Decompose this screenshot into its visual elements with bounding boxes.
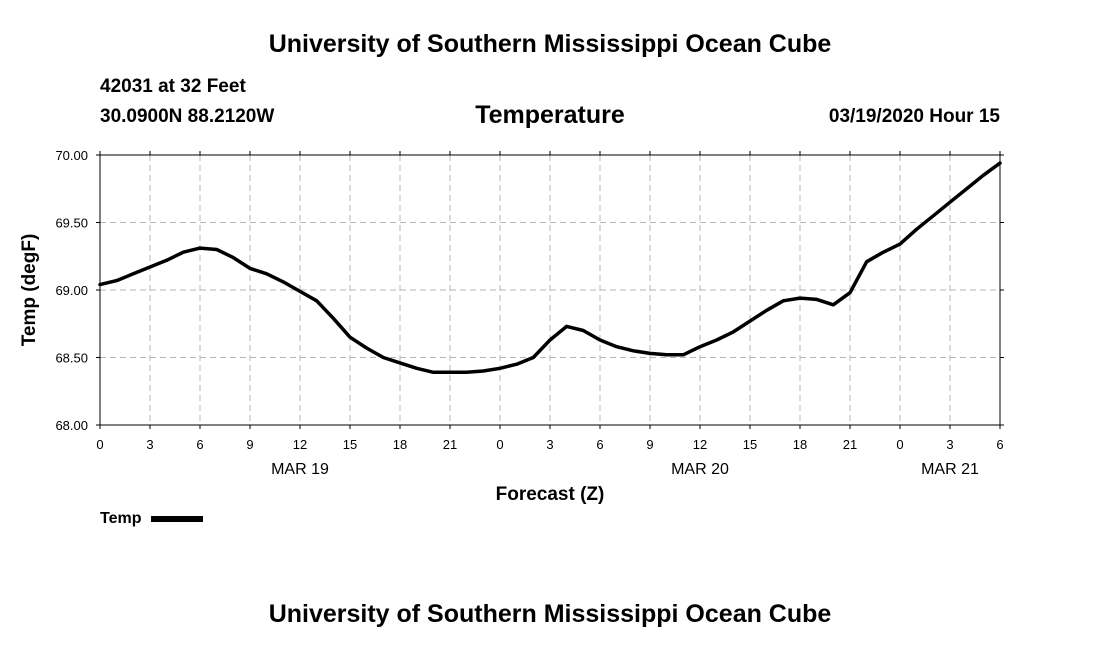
x-tick-label: 9 bbox=[646, 437, 653, 452]
footer-title: University of Southern Mississippi Ocean… bbox=[268, 600, 832, 628]
x-tick-label: 15 bbox=[743, 437, 757, 452]
x-tick-label: 12 bbox=[293, 437, 307, 452]
x-tick-label: 6 bbox=[996, 437, 1003, 452]
series-layer bbox=[98, 161, 1002, 375]
x-tick-label: 0 bbox=[896, 437, 903, 452]
x-tick-label: 6 bbox=[596, 437, 603, 452]
x-tick-label: 3 bbox=[546, 437, 553, 452]
x-tick-label: 9 bbox=[246, 437, 253, 452]
station-coordinates: 30.0900N 88.2120W bbox=[100, 106, 275, 127]
x-axis-label: Forecast (Z) bbox=[496, 484, 605, 505]
x-tick-label: 3 bbox=[946, 437, 953, 452]
x-tick-label: 18 bbox=[393, 437, 407, 452]
legend-label: Temp bbox=[100, 510, 142, 527]
grid bbox=[100, 155, 1000, 425]
x-tick-label: 21 bbox=[443, 437, 457, 452]
y-tick-label: 69.50 bbox=[55, 216, 88, 231]
x-tick-label: 6 bbox=[196, 437, 203, 452]
axes: 68.00 68.50 69.00 69.50 70.00 0 3 6 9 12 15 18 21 0 3 6… bbox=[55, 148, 1004, 478]
x-date-label: MAR 19 bbox=[271, 461, 329, 478]
legend-swatch bbox=[151, 516, 204, 522]
page-title: University of Southern Mississippi Ocean… bbox=[268, 30, 832, 58]
station-id: 42031 at 32 Feet bbox=[100, 76, 246, 97]
y-tick-label: 70.00 bbox=[55, 148, 88, 163]
x-date-label: MAR 21 bbox=[921, 461, 979, 478]
x-tick-label: 15 bbox=[343, 437, 357, 452]
x-tick-label: 12 bbox=[693, 437, 707, 452]
x-tick-label: 0 bbox=[496, 437, 503, 452]
legend: Temp bbox=[100, 510, 204, 528]
x-tick-label: 0 bbox=[96, 437, 103, 452]
chart-title: Temperature bbox=[475, 101, 625, 129]
y-axis-label: Temp (degF) bbox=[19, 234, 40, 347]
x-date-label: MAR 20 bbox=[671, 461, 729, 478]
series-line-temp bbox=[98, 161, 1002, 375]
y-tick-label: 68.00 bbox=[55, 418, 88, 433]
y-tick-label: 69.00 bbox=[55, 283, 88, 298]
x-tick-label: 18 bbox=[793, 437, 807, 452]
issued-time: 03/19/2020 Hour 15 bbox=[828, 106, 1000, 127]
x-tick-label: 21 bbox=[843, 437, 857, 452]
y-tick-label: 68.50 bbox=[55, 351, 88, 366]
x-tick-label: 3 bbox=[146, 437, 153, 452]
plot-frame bbox=[99, 154, 1001, 426]
